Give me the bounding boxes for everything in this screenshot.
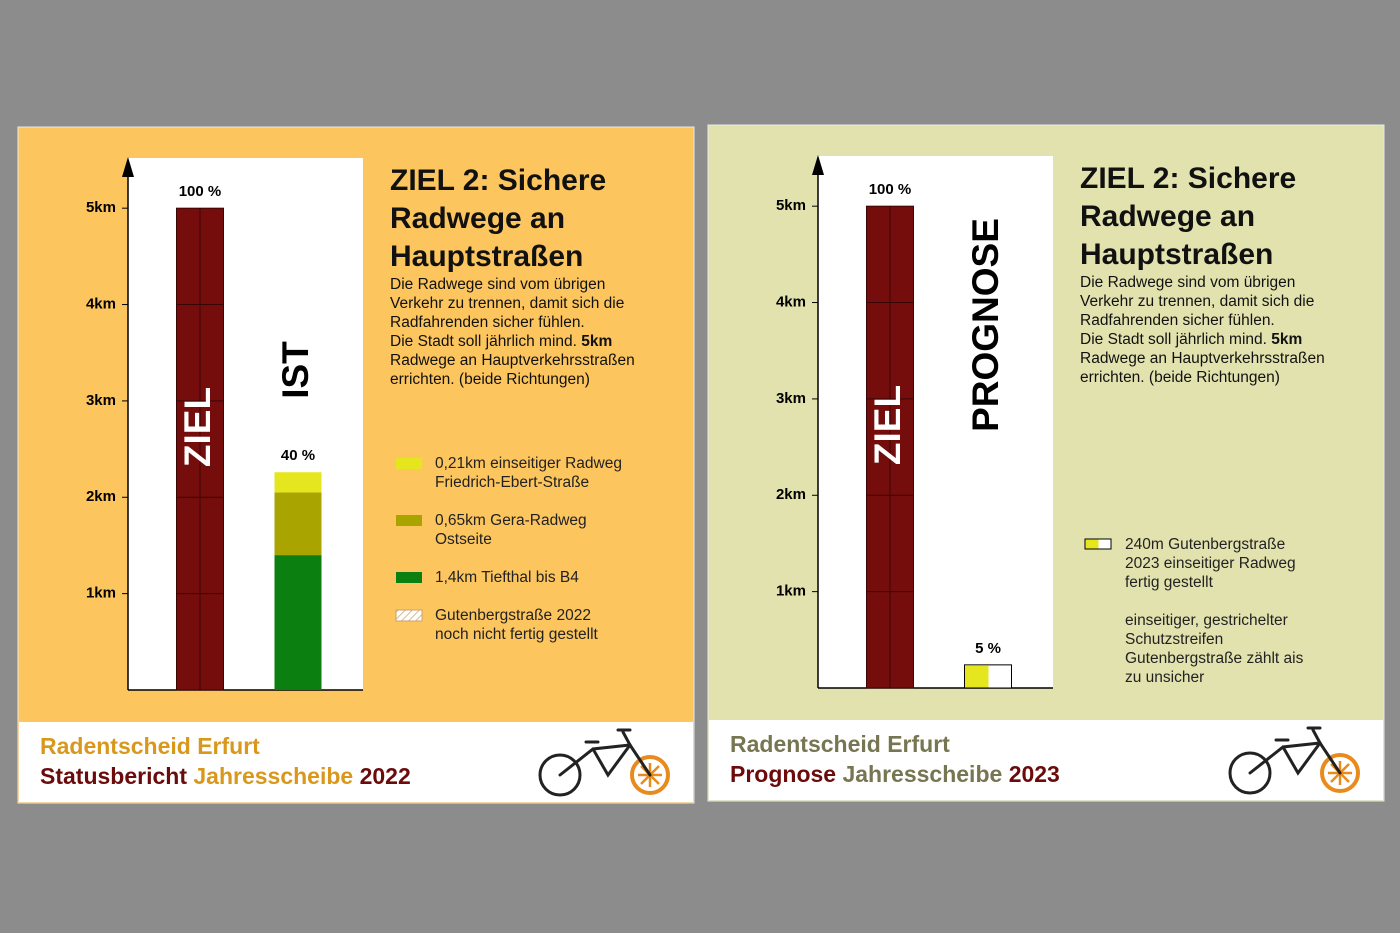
y-tick-label: 2km — [776, 486, 806, 503]
legend-text: 1,4km Tiefthal bis B4 — [435, 569, 579, 586]
panel: 1km 2km 3km 4km 5km ZIEL 100 % PROGNOSE 5 % ZIEL … — [707, 124, 1385, 802]
y-tick-label: 4km — [776, 294, 806, 311]
y-tick-label: 4km — [86, 296, 116, 313]
description-segment: Radwege an Hauptverkehrsstraßen — [1080, 350, 1325, 367]
title: ZIEL 2: Sichere — [1080, 162, 1296, 195]
category-label: ZIEL — [867, 385, 908, 465]
description-segment: Die Radwege sind vom übrigen — [390, 276, 605, 293]
category-label: IST — [275, 341, 316, 399]
legend-text: zu unsicher — [1125, 669, 1204, 686]
description-line: Verkehr zu trennen, damit sich die — [1080, 293, 1314, 310]
legend-text: fertig gestellt — [1125, 574, 1214, 591]
description-line: errichten. (beide Richtungen) — [390, 371, 590, 388]
plot-area — [818, 156, 1053, 688]
footer — [19, 722, 693, 802]
description-segment: 5km — [1271, 331, 1302, 348]
footer-segment: Jahresscheibe — [193, 763, 353, 789]
title: ZIEL 2: Sichere — [390, 164, 606, 197]
legend-swatch — [396, 458, 422, 469]
description-line: Die Radwege sind vom übrigen — [1080, 274, 1295, 291]
legend-swatch — [395, 609, 423, 622]
category-label: ZIEL — [177, 387, 218, 467]
legend-text: 0,21km einseitiger Radweg — [435, 455, 622, 472]
total-label: 100 % — [179, 183, 222, 200]
total-label: 40 % — [281, 447, 315, 464]
description-segment: Radwege an Hauptverkehrsstraßen — [390, 352, 635, 369]
bar-segment — [274, 492, 322, 556]
axis-arrow — [122, 157, 134, 177]
axis-arrow — [812, 155, 824, 175]
category-label: PROGNOSE — [965, 218, 1006, 432]
title: Radwege an — [390, 202, 565, 235]
y-tick-label: 2km — [86, 488, 116, 505]
legend-text: Gutenbergstraße 2022 — [435, 607, 591, 624]
legend-text: 2023 einseitiger Radweg — [1125, 555, 1296, 572]
footer-segment: 2022 — [360, 763, 411, 789]
footer-segment: 2023 — [1009, 761, 1060, 787]
legend-text: 240m Gutenbergstraße — [1125, 536, 1285, 553]
legend-text: einseitiger, gestrichelter — [1125, 612, 1288, 629]
description-line: Radfahrenden sicher fühlen. — [390, 314, 585, 331]
legend-swatch-fill — [1085, 539, 1099, 549]
description-segment: Die Radwege sind vom übrigen — [1080, 274, 1295, 291]
description-segment: Verkehr zu trennen, damit sich die — [1080, 293, 1314, 310]
title: Hauptstraßen — [390, 240, 583, 273]
description-segment: errichten. (beide Richtungen) — [390, 371, 590, 388]
y-tick-label: 1km — [86, 585, 116, 602]
y-tick-label: 3km — [86, 392, 116, 409]
bar-segment-fill — [965, 665, 989, 688]
footer-line2: Statusbericht Jahresscheibe 2022 — [40, 763, 411, 789]
description-segment: 5km — [581, 333, 612, 350]
bar-segment — [274, 555, 322, 690]
total-label: 100 % — [869, 181, 912, 198]
legend-text: Ostseite — [435, 531, 492, 548]
footer-segment: Statusbericht — [40, 763, 187, 789]
description-line: Die Stadt soll jährlich mind. 5km — [1080, 331, 1302, 348]
description-line: Die Stadt soll jährlich mind. 5km — [390, 333, 612, 350]
description-line: Radwege an Hauptverkehrsstraßen — [1080, 350, 1325, 367]
legend-swatch — [396, 515, 422, 526]
description-segment: Die Stadt soll jährlich mind. — [390, 333, 581, 350]
description-line: Die Radwege sind vom übrigen — [390, 276, 605, 293]
footer-line2: Prognose Jahresscheibe 2023 — [730, 761, 1060, 787]
footer-segment: Jahresscheibe — [842, 761, 1002, 787]
title: Radwege an — [1080, 200, 1255, 233]
y-tick-label: 5km — [776, 197, 806, 214]
description-segment: Radfahrenden sicher fühlen. — [1080, 312, 1275, 329]
description-segment: Radfahrenden sicher fühlen. — [390, 314, 585, 331]
y-tick-label: 3km — [776, 390, 806, 407]
bar-segment — [274, 472, 322, 493]
description-line: Radfahrenden sicher fühlen. — [1080, 312, 1275, 329]
legend-text: Gutenbergstraße zählt ais — [1125, 650, 1304, 667]
panel: 1km 2km 3km 4km 5km ZIEL 100 % IST 40 % ZIEL 2: S… — [17, 126, 695, 804]
legend-text: Friedrich-Ebert-Straße — [435, 474, 589, 491]
total-label: 5 % — [975, 640, 1001, 657]
description-line: Verkehr zu trennen, damit sich die — [390, 295, 624, 312]
footer-line1: Radentscheid Erfurt — [40, 733, 260, 759]
footer — [709, 720, 1383, 800]
description-segment: Die Stadt soll jährlich mind. — [1080, 331, 1271, 348]
description-segment: errichten. (beide Richtungen) — [1080, 369, 1280, 386]
legend-swatch — [396, 572, 422, 583]
title: Hauptstraßen — [1080, 238, 1273, 271]
plot-area — [128, 158, 363, 690]
description-line: errichten. (beide Richtungen) — [1080, 369, 1280, 386]
footer-segment: Prognose — [730, 761, 836, 787]
description-line: Radwege an Hauptverkehrsstraßen — [390, 352, 635, 369]
y-tick-label: 5km — [86, 199, 116, 216]
legend-text: Schutzstreifen — [1125, 631, 1223, 648]
legend-text: 0,65km Gera-Radweg — [435, 512, 587, 529]
footer-line1: Radentscheid Erfurt — [730, 731, 950, 757]
y-tick-label: 1km — [776, 583, 806, 600]
legend-text: noch nicht fertig gestellt — [435, 626, 599, 643]
description-segment: Verkehr zu trennen, damit sich die — [390, 295, 624, 312]
